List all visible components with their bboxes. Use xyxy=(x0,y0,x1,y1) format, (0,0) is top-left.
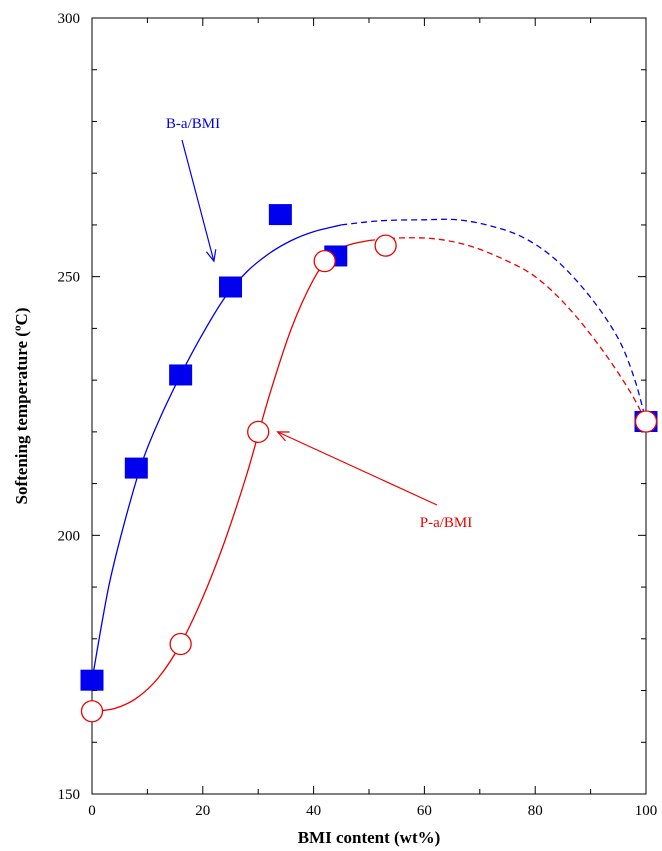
x-tick-label: 20 xyxy=(195,803,210,819)
data-markers xyxy=(80,204,658,723)
x-tick-label: 100 xyxy=(635,803,658,819)
series-2-point xyxy=(634,410,658,433)
x-tick-label: 80 xyxy=(528,803,543,819)
series-1-point xyxy=(219,276,242,298)
series-2-point xyxy=(169,632,192,656)
series-1-fit-dashed xyxy=(341,218,647,422)
tick-labels: 0 20 40 60 80 100 150 200 250 300 xyxy=(58,11,658,819)
series-1-fit-solid xyxy=(91,224,342,681)
series-2-point xyxy=(247,420,270,444)
annotation-arrow-shaft xyxy=(181,139,215,262)
y-tick-label: 300 xyxy=(58,11,81,27)
y-axis-title: Softening temperature (ºC) xyxy=(12,308,31,505)
x-axis-title: BMI content (wt%) xyxy=(298,828,441,847)
x-tick-label: 0 xyxy=(88,803,96,819)
annotation-arrow-head xyxy=(276,431,290,442)
series-1-point xyxy=(124,457,148,479)
series-2-point xyxy=(374,234,397,257)
x-tick-label: 40 xyxy=(306,803,321,819)
y-tick-label: 200 xyxy=(58,528,81,544)
x-tick-label: 60 xyxy=(417,803,432,819)
series-2-fit-dashed xyxy=(368,237,647,422)
axis-ticks xyxy=(91,17,647,795)
series-1-point xyxy=(80,669,104,691)
annotations: B-a/BMI P-a/BMI xyxy=(166,116,472,531)
series-1-point xyxy=(268,204,292,226)
annotation-arrow-head xyxy=(205,249,217,263)
annotation-arrow-shaft xyxy=(277,431,438,506)
annotation-label: B-a/BMI xyxy=(166,116,220,132)
series-2-point xyxy=(80,700,104,723)
y-tick-label: 150 xyxy=(58,787,81,803)
annotation-label: P-a/BMI xyxy=(420,515,473,531)
y-tick-label: 250 xyxy=(58,270,81,286)
series-1-point xyxy=(169,364,193,386)
plot-frame xyxy=(91,17,647,795)
series-2-point xyxy=(313,249,336,273)
